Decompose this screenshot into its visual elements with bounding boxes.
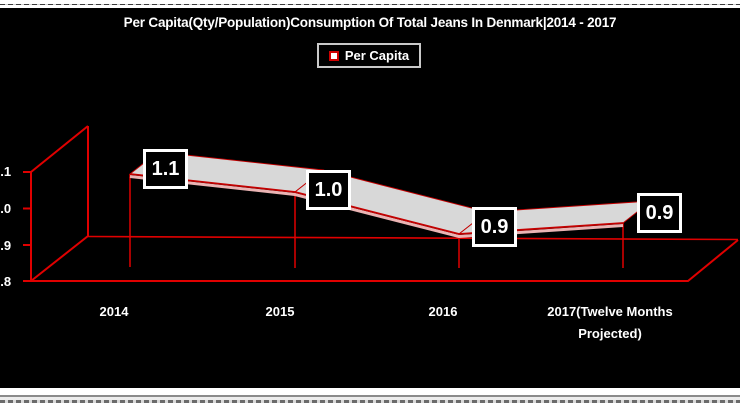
legend-marker-icon [328,50,339,61]
y-axis-tick-label: 1.0 [0,201,12,216]
window-bottom-line [0,395,740,397]
data-label: 0.9 [472,207,517,247]
window-bottom-edge [0,388,740,403]
data-label: 1.1 [143,149,188,189]
legend: Per Capita [317,43,421,68]
x-axis-label: 2014 [99,304,129,319]
window-bottom-highlight [0,397,740,400]
chart-title: Per Capita(Qty/Population)Consumption Of… [123,15,617,30]
window-top-dashed-line [0,4,740,5]
x-axis-label: 2016 [428,304,458,319]
x-axis-label: 2015 [265,304,295,319]
data-label: 0.9 [637,193,682,233]
window-bottom-dashed-line [0,400,740,403]
window-top-edge [0,0,740,8]
data-label: 1.0 [306,170,351,210]
y-axis-tick-label: 0.9 [0,238,12,253]
axis-frame [23,125,739,282]
ribbon-series [128,151,653,239]
y-axis-tick-label: 0.8 [0,274,12,289]
category-drop-lines [129,174,624,268]
y-axis-tick-label: 1.1 [0,164,12,179]
legend-label: Per Capita [344,48,410,63]
x-axis-label: 2017(Twelve Months Projected) [547,304,673,341]
